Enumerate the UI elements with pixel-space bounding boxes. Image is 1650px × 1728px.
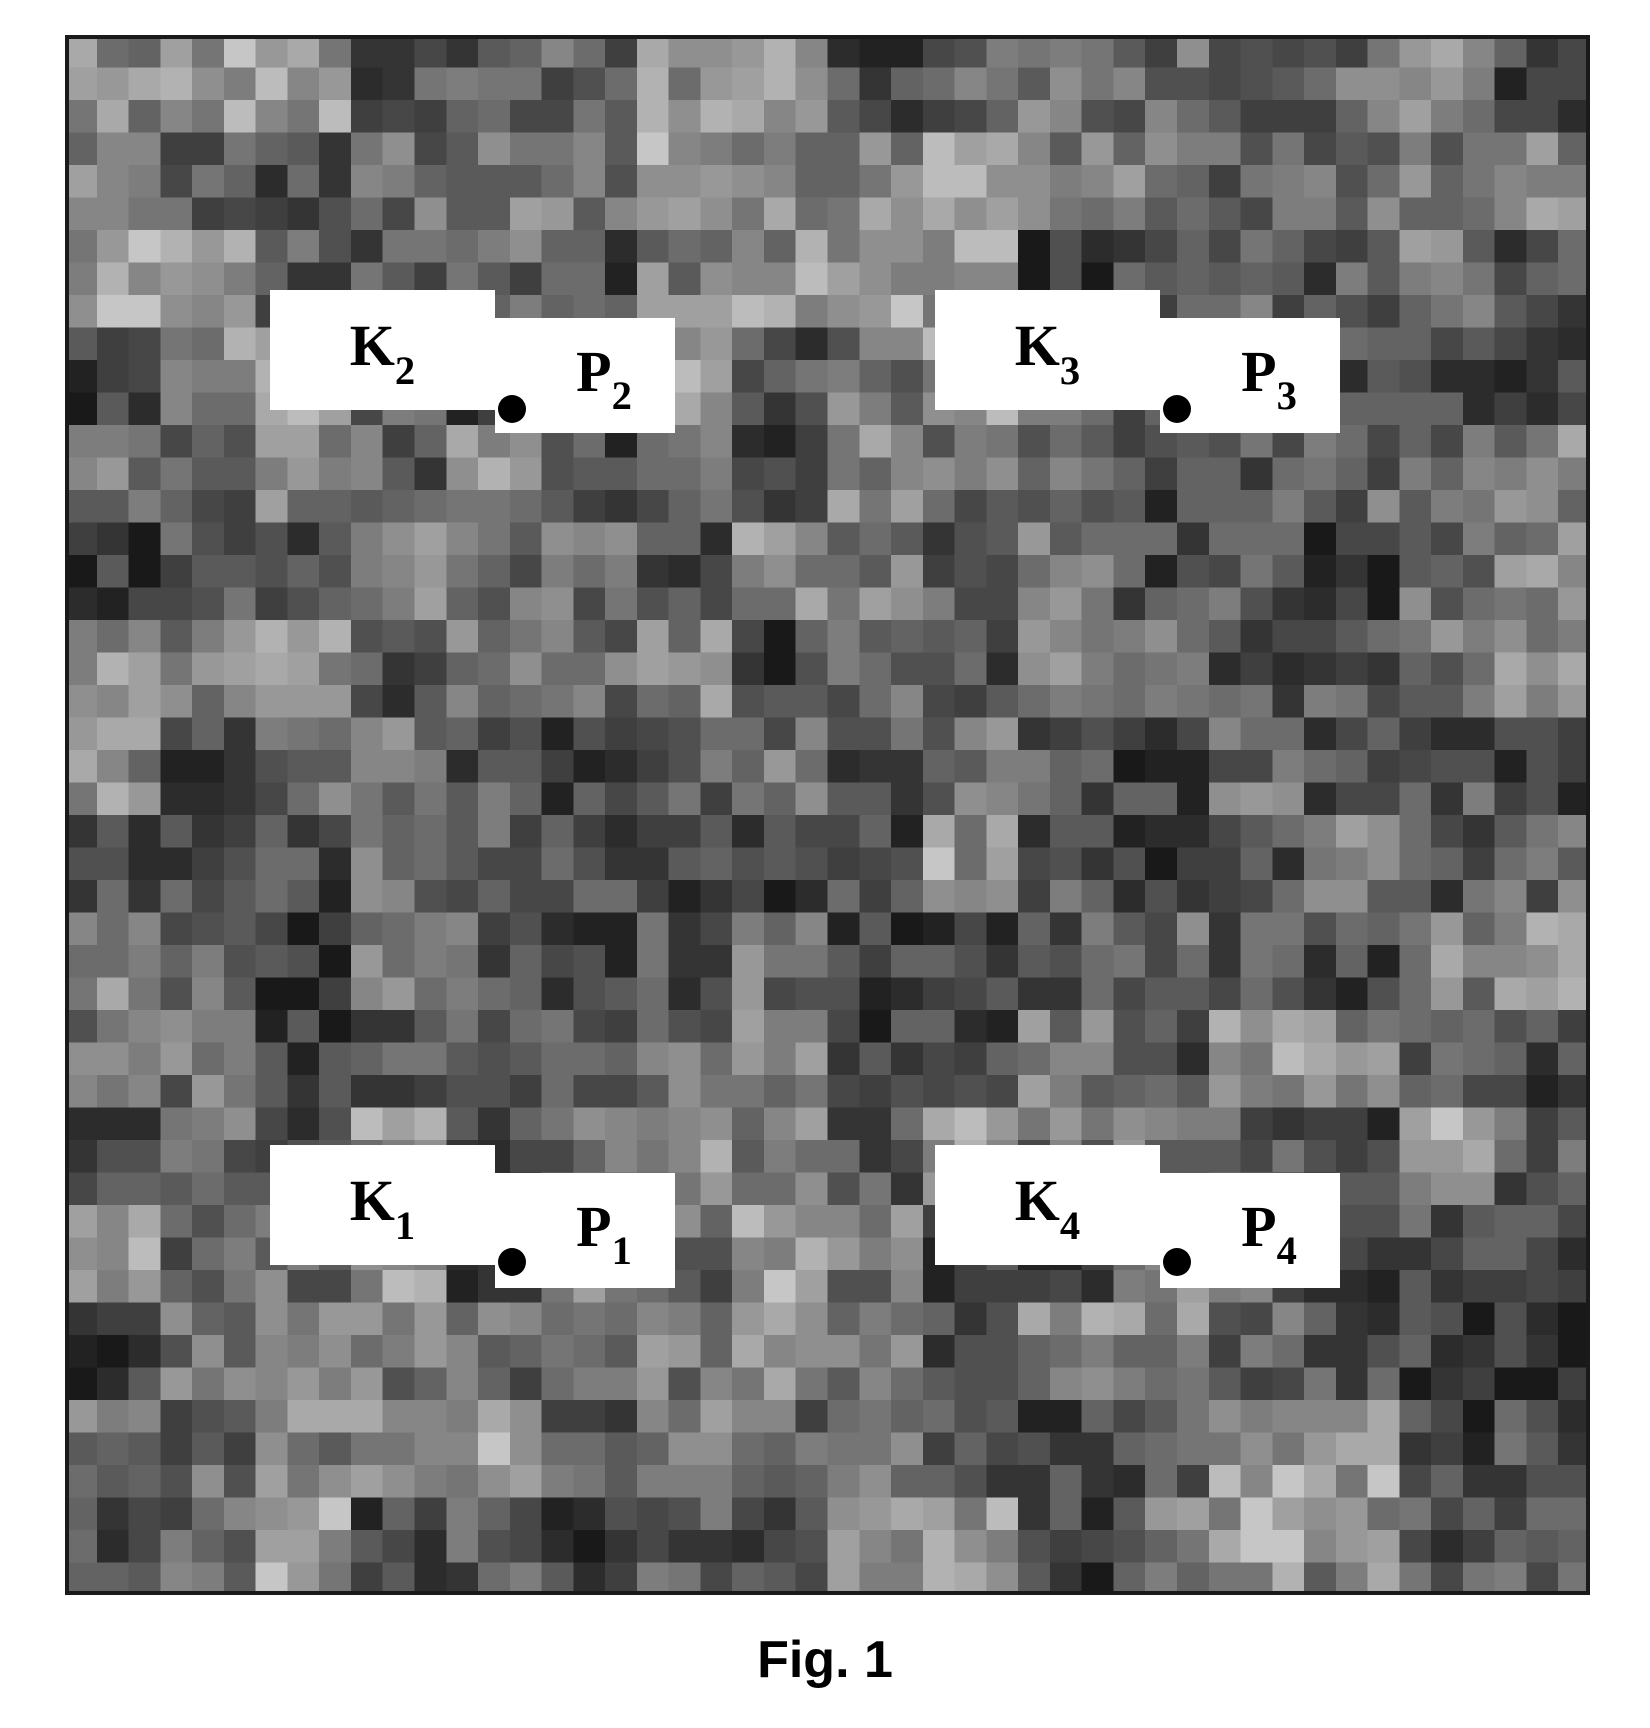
figure-caption: Fig. 1 [0,1630,1650,1690]
label-k3-k-box: K3 [935,290,1160,410]
label-k1-p-text: P1 [576,1193,632,1269]
label-k4-point-dot [1163,1248,1191,1276]
label-k1-k-text: K1 [350,1167,415,1243]
label-k2-p-text: P2 [576,338,632,414]
noise-pixel-canvas [65,35,1590,1595]
label-k3-point-dot [1163,395,1191,423]
label-k2-k-text: K2 [350,312,415,388]
label-k4-k-text: K4 [1015,1167,1080,1243]
label-k4-p-text: P4 [1241,1193,1297,1269]
label-k2-point-dot [498,395,526,423]
label-k1-k-box: K1 [270,1145,495,1265]
label-k4-k-box: K4 [935,1145,1160,1265]
label-k1-point-dot [498,1248,526,1276]
figure-area [65,35,1590,1595]
label-k2-k-box: K2 [270,290,495,410]
label-k3-k-text: K3 [1015,312,1080,388]
page-root: K2 P2 K3 P3 K1 P1 K4 P4 Fig. 1 [0,0,1650,1728]
label-k3-p-text: P3 [1241,338,1297,414]
